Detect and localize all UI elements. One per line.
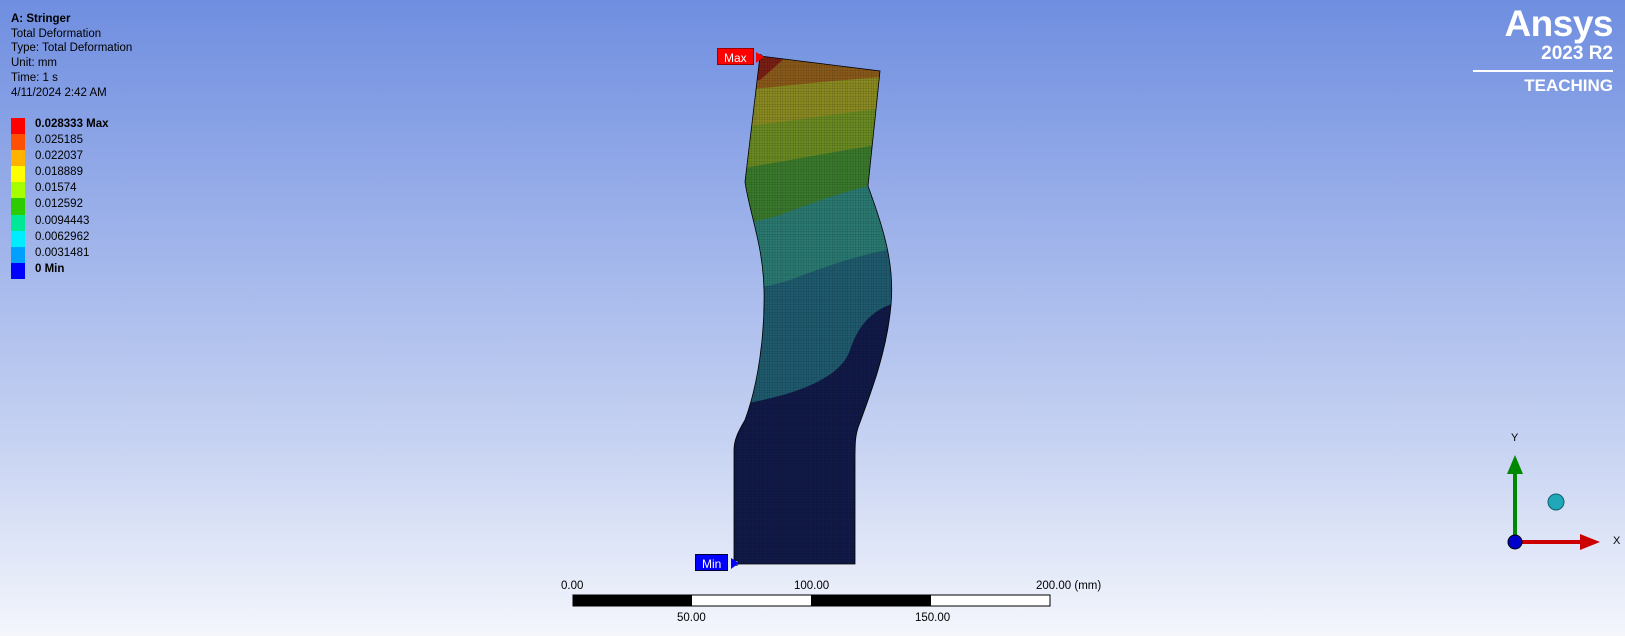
legend-value: 0.01574 [35,182,77,195]
scale-label-150: 150.00 [915,612,951,624]
result-time: Time: 1 s [11,71,58,84]
min-tag-pointer [731,558,739,569]
legend-swatch [11,214,25,231]
result-name: Total Deformation [11,27,102,40]
legend-swatch [11,150,25,167]
legend-swatch [11,230,25,247]
part-outline [733,55,893,565]
result-unit: Unit: mm [11,57,57,70]
legend-value: 0.0031481 [35,246,90,259]
legend-swatch [11,198,25,215]
legend-swatch [11,262,25,279]
legend-value: 0.0094443 [35,214,90,227]
y-axis-label: Y [1511,432,1519,444]
y-arrowhead-icon [1507,455,1523,474]
legend-value: 0.028333 Max [35,118,109,130]
max-probe-label[interactable]: Max [717,48,754,65]
legend-swatch [11,246,25,263]
ansys-logo: Ansys 2023 R2 TEACHING [1473,3,1614,96]
legend-value: 0.018889 [35,166,83,179]
scale-label-100: 100.00 [794,580,830,592]
logo-brand: Ansys [1504,3,1613,44]
result-info-panel: A: Stringer Total Deformation Type: Tota… [11,12,132,100]
legend-value: 0.012592 [35,198,83,211]
legend-swatch [11,118,25,135]
legend-value: 0.0062962 [35,230,90,243]
scale-label-200: 200.00 (mm) [1036,580,1102,592]
logo-version: 2023 R2 [1541,43,1613,64]
logo-divider [1473,70,1613,72]
legend-swatch [11,166,25,183]
min-probe-label[interactable]: Min [695,554,729,571]
x-arrowhead-icon [1580,534,1600,550]
result-type: Type: Total Deformation [11,42,133,55]
x-axis-label: X [1613,535,1621,547]
isometric-view-ball-icon[interactable] [1547,493,1565,511]
scale-label-50: 50.00 [677,612,706,624]
scale-label-0: 0.00 [561,580,584,592]
result-timestamp: 4/11/2024 2:42 AM [11,86,107,99]
legend-value: 0 Min [35,262,65,275]
legend-value: 0.025185 [35,134,83,147]
logo-edition: TEACHING [1524,76,1613,95]
max-tag-pointer [756,52,764,63]
analysis-title: A: Stringer [11,13,71,25]
legend-value: 0.022037 [35,150,83,163]
origin-icon [1507,534,1523,550]
legend-swatch [11,134,25,151]
legend-swatch [11,182,25,199]
